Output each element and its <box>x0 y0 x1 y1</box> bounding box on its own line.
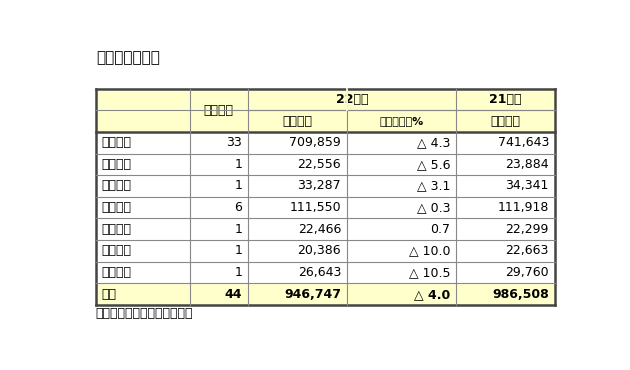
Text: △ 10.0: △ 10.0 <box>408 245 450 258</box>
Bar <box>248 88 456 110</box>
Text: 22年度: 22年度 <box>336 93 368 106</box>
Text: 箕郷地域: 箕郷地域 <box>101 179 132 192</box>
Text: 22,299: 22,299 <box>505 223 549 236</box>
Text: 1: 1 <box>234 179 242 192</box>
Bar <box>96 240 555 262</box>
Bar <box>96 218 555 240</box>
Text: 群馬地域: 群馬地域 <box>101 201 132 214</box>
Text: 111,918: 111,918 <box>498 201 549 214</box>
Text: 延べ人数: 延べ人数 <box>490 115 520 128</box>
Text: 倉渕地域: 倉渕地域 <box>101 158 132 171</box>
Bar <box>96 132 555 154</box>
Text: 高崎地域: 高崎地域 <box>101 136 132 149</box>
Text: 709,859: 709,859 <box>289 136 341 149</box>
Bar <box>456 88 555 110</box>
Text: 986,508: 986,508 <box>492 288 549 301</box>
Text: 1: 1 <box>234 245 242 258</box>
Bar <box>248 110 555 132</box>
Text: 延べ人数: 延べ人数 <box>282 115 312 128</box>
Text: 741,643: 741,643 <box>498 136 549 149</box>
Text: 29,760: 29,760 <box>505 266 549 279</box>
Text: 6: 6 <box>234 201 242 214</box>
Text: 0.7: 0.7 <box>430 223 450 236</box>
Text: 公民館利用者数: 公民館利用者数 <box>96 50 160 65</box>
Text: 26,643: 26,643 <box>297 266 341 279</box>
Text: 公民館数: 公民館数 <box>204 104 234 117</box>
Bar <box>96 197 555 218</box>
Text: 946,747: 946,747 <box>284 288 341 301</box>
Text: 44: 44 <box>225 288 242 301</box>
Text: △ 4.0: △ 4.0 <box>414 288 450 301</box>
Text: 33,287: 33,287 <box>297 179 341 192</box>
Text: 高崎地域に中央公民館を含む: 高崎地域に中央公民館を含む <box>96 307 193 320</box>
Text: 33: 33 <box>226 136 242 149</box>
Text: △ 4.3: △ 4.3 <box>416 136 450 149</box>
Text: △ 5.6: △ 5.6 <box>416 158 450 171</box>
Text: 111,550: 111,550 <box>289 201 341 214</box>
Text: 1: 1 <box>234 158 242 171</box>
Bar <box>96 283 555 305</box>
Text: 榛名地域: 榛名地域 <box>101 245 132 258</box>
Text: △ 3.1: △ 3.1 <box>416 179 450 192</box>
Text: 21年度: 21年度 <box>489 93 522 106</box>
Text: 1: 1 <box>234 266 242 279</box>
Bar <box>96 154 555 175</box>
Bar <box>96 262 555 283</box>
Text: 22,466: 22,466 <box>297 223 341 236</box>
Bar <box>96 88 248 132</box>
Text: 23,884: 23,884 <box>505 158 549 171</box>
Text: △ 0.3: △ 0.3 <box>416 201 450 214</box>
Text: 22,663: 22,663 <box>505 245 549 258</box>
Bar <box>96 175 555 197</box>
Text: 新町地域: 新町地域 <box>101 223 132 236</box>
Text: 34,341: 34,341 <box>505 179 549 192</box>
Text: 1: 1 <box>234 223 242 236</box>
Text: 22,556: 22,556 <box>297 158 341 171</box>
Text: 20,386: 20,386 <box>297 245 341 258</box>
Text: 合計: 合計 <box>101 288 117 301</box>
Text: △ 10.5: △ 10.5 <box>408 266 450 279</box>
Text: 吉井地域: 吉井地域 <box>101 266 132 279</box>
Text: 前年度増減%: 前年度増減% <box>379 116 423 126</box>
